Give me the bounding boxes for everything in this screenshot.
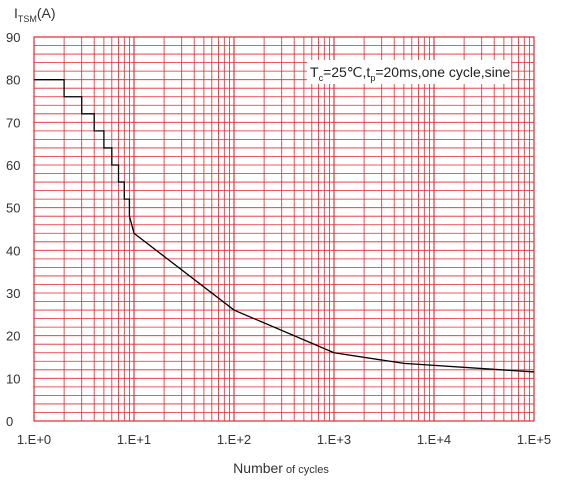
x-tick-labels: 1.E+0 1.E+1 1.E+2 1.E+3 1.E+4 1.E+5 <box>17 432 551 447</box>
y-tick-label: 20 <box>6 329 20 344</box>
y-axis-title-subscript: TSM <box>18 14 37 24</box>
annotation-part-3: =20ms,one cycle,sine <box>375 64 510 80</box>
y-tick-label: 40 <box>6 243 20 258</box>
y-tick-label: 90 <box>6 30 20 45</box>
x-axis-title: Number of cycles <box>233 460 329 476</box>
y-tick-label: 70 <box>6 115 20 130</box>
y-axis-title-main: I <box>14 5 18 21</box>
x-tick-label: 1.E+0 <box>17 432 51 447</box>
y-tick-labels: 0 10 20 30 40 50 60 70 80 90 <box>6 30 20 429</box>
chart-grid <box>34 37 534 421</box>
x-axis-title-main: Number <box>233 460 283 476</box>
annotation-part-2: =25℃,t <box>323 64 370 80</box>
y-axis-title-suffix: (A) <box>37 5 56 21</box>
annotation-box <box>307 60 511 84</box>
x-axis-title-small: of cycles <box>283 464 329 476</box>
series-line-1 <box>34 79 535 373</box>
y-tick-label: 10 <box>6 371 20 386</box>
x-tick-label: 1.E+1 <box>117 432 151 447</box>
annotation-sub-1: c <box>319 73 324 83</box>
y-tick-label: 50 <box>6 201 20 216</box>
annotation-part-1: T <box>310 64 319 80</box>
y-tick-label: 60 <box>6 158 20 173</box>
x-tick-label: 1.E+5 <box>517 432 551 447</box>
x-tick-label: 1.E+4 <box>417 432 451 447</box>
y-axis-title: ITSM(A) <box>14 5 56 24</box>
annotation-sub-2: p <box>370 73 375 83</box>
test-conditions-annotation: Tc=25℃,tp=20ms,one cycle,sine <box>310 64 511 83</box>
x-tick-label: 1.E+2 <box>217 432 251 447</box>
series-layer <box>34 79 535 373</box>
x-tick-label: 1.E+3 <box>317 432 351 447</box>
y-tick-label: 0 <box>6 414 13 429</box>
y-tick-label: 30 <box>6 286 20 301</box>
y-tick-label: 80 <box>6 73 20 88</box>
plot-area-frame <box>33 36 535 422</box>
